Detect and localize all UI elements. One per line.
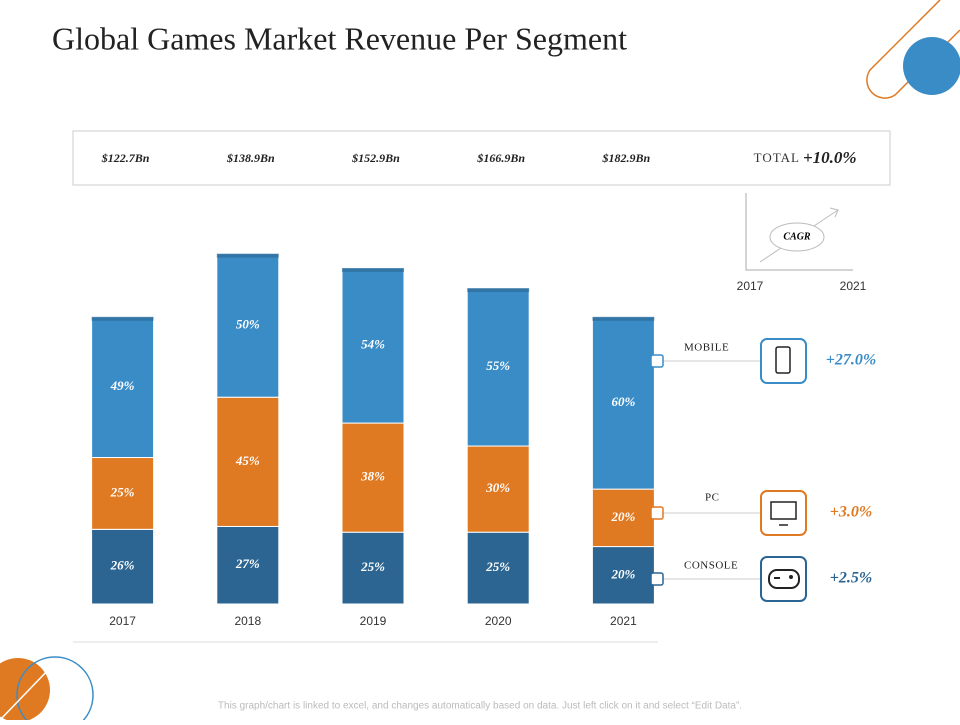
bar-segment	[216, 525, 280, 605]
icon-box	[760, 556, 807, 602]
legend-item: MOBILE +27.0%	[650, 338, 876, 384]
data-label: 30%	[485, 480, 510, 495]
data-label: 26%	[110, 558, 135, 573]
segment-growth: +2.5%	[830, 570, 872, 587]
legend-item: PC +3.0%	[650, 490, 872, 536]
icon	[770, 501, 797, 520]
data-label: 50%	[236, 316, 260, 331]
cagr-start: 2017	[737, 279, 764, 293]
legend-label: CONSOLE	[684, 560, 738, 572]
bar-segment	[591, 316, 655, 490]
bar-segment	[466, 445, 530, 533]
footnote: This graph/chart is linked to excel, and…	[218, 701, 742, 712]
icon-box	[760, 338, 807, 384]
total-value: $182.9Bn	[602, 151, 651, 165]
bar-cap	[592, 316, 655, 321]
segment-growth: +3.0%	[830, 504, 872, 521]
legend-item: CONSOLE +2.5%	[650, 556, 872, 602]
data-label: 54%	[361, 337, 385, 352]
data-label: 20%	[610, 566, 635, 581]
bar-segment	[91, 528, 155, 605]
data-label: 55%	[486, 358, 510, 373]
data-label: 60%	[611, 394, 635, 409]
legend-marker	[650, 354, 664, 368]
bar-segment	[216, 253, 280, 398]
x-tick-label: 2019	[360, 614, 387, 628]
bar-cap	[91, 316, 154, 321]
total-label: TOTAL	[754, 150, 800, 165]
data-label: 49%	[110, 378, 135, 393]
legend-label: PC	[705, 492, 719, 504]
total-value: $166.9Bn	[476, 151, 525, 165]
total-value: $152.9Bn	[351, 151, 400, 165]
bar-segment	[91, 316, 155, 459]
data-label: 20%	[610, 509, 635, 524]
total-value: $122.7Bn	[101, 151, 150, 165]
x-tick-label: 2017	[109, 614, 136, 628]
icon	[775, 346, 791, 374]
icon-box	[760, 490, 807, 536]
legend-marker	[650, 506, 664, 520]
x-tick-label: 2021	[610, 614, 637, 628]
x-tick-label: 2018	[234, 614, 261, 628]
bar-segment	[341, 531, 405, 605]
x-tick-label: 2020	[485, 614, 512, 628]
bar-cap	[467, 288, 530, 293]
cagr-chart	[745, 193, 853, 271]
data-label: 25%	[485, 559, 510, 574]
bar-segment	[216, 396, 280, 527]
bar-segment	[341, 422, 405, 533]
legend-label: MOBILE	[684, 342, 729, 354]
icon	[789, 575, 793, 579]
data-label: 38%	[360, 469, 385, 484]
data-label: 25%	[360, 559, 385, 574]
cagr-label: CAGR	[783, 231, 811, 242]
bar-cap	[342, 267, 404, 272]
icon	[768, 569, 800, 589]
bar-segment	[466, 287, 530, 447]
data-label: 25%	[110, 484, 135, 499]
bar-segment	[341, 267, 405, 424]
data-label: 27%	[235, 556, 260, 571]
bar-segment	[466, 531, 530, 605]
legend-marker	[650, 572, 664, 586]
total-growth: +10.0%	[803, 148, 857, 167]
totals-box	[72, 130, 891, 186]
data-label: 45%	[235, 453, 260, 468]
chart-title: Global Games Market Revenue Per Segment	[52, 20, 627, 56]
cagr-end: 2021	[840, 279, 867, 293]
segment-growth: +27.0%	[826, 352, 876, 369]
bar-cap	[216, 253, 279, 258]
total-value: $138.9Bn	[226, 151, 275, 165]
